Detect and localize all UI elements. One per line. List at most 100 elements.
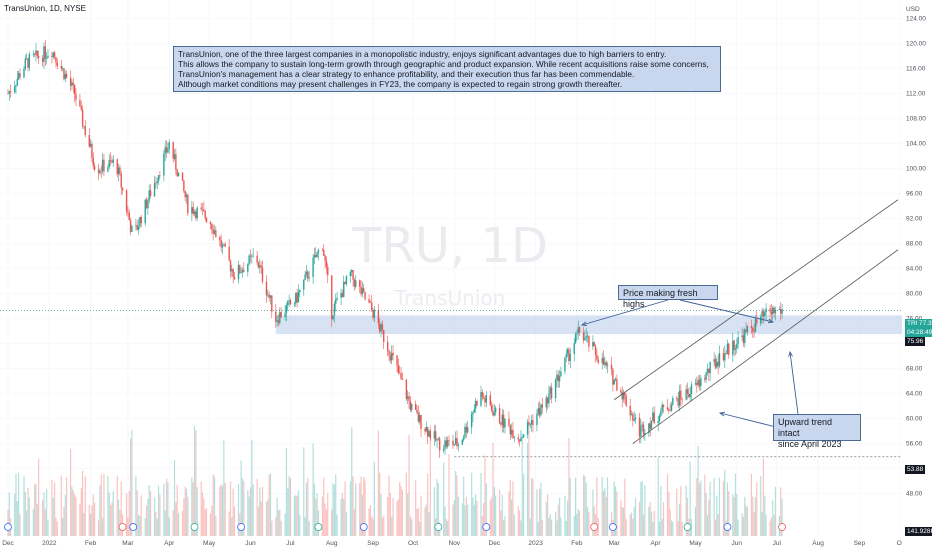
volume-bar — [224, 482, 226, 536]
candle-body — [672, 397, 674, 405]
candle-body — [470, 414, 473, 428]
countdown-tag: 04:28:49 — [905, 328, 932, 337]
candle-body — [728, 343, 730, 355]
volume-bar — [709, 481, 711, 536]
candle-body — [201, 209, 204, 210]
candle-body — [109, 159, 112, 161]
event-marker — [4, 523, 12, 531]
volume-bar — [649, 502, 651, 536]
volume-bar — [517, 506, 519, 536]
volume-bar — [744, 496, 746, 536]
candle-body — [157, 175, 160, 182]
candle-body — [221, 244, 224, 248]
volume-bar — [708, 500, 710, 536]
volume-bar — [537, 521, 539, 536]
candle-body — [444, 440, 446, 449]
volume-bar — [620, 500, 622, 536]
volume-bar — [765, 514, 767, 536]
candle-body — [648, 423, 650, 433]
candle-body — [289, 300, 292, 305]
volume-bar — [662, 502, 665, 536]
volume-bar — [379, 472, 381, 536]
volume-bar — [243, 480, 245, 536]
volume-bar — [532, 478, 534, 536]
volume-bar — [163, 483, 165, 536]
volume-bar — [88, 504, 90, 536]
candle-body — [183, 180, 185, 191]
candle-body — [706, 368, 709, 373]
candle-body — [641, 424, 643, 426]
volume-bar — [56, 521, 58, 536]
volume-bar — [101, 517, 104, 536]
candle-body — [680, 390, 682, 400]
candle-body — [129, 220, 132, 232]
y-tick-label: 96.00 — [906, 191, 923, 198]
candle-body — [597, 359, 599, 363]
candle-body — [722, 353, 725, 361]
candle-body — [557, 374, 559, 382]
candle-body — [149, 190, 152, 197]
candle-body — [249, 255, 252, 257]
callout-trend-line-1: Upward trend intact — [778, 417, 833, 438]
candle-body — [573, 343, 575, 354]
candle-body — [387, 342, 389, 352]
candle-body — [71, 82, 73, 86]
candle-body — [605, 362, 607, 366]
candle-body — [778, 309, 781, 310]
x-tick-label: Jun — [732, 540, 743, 547]
candle-body — [560, 371, 562, 377]
candle-body — [167, 148, 169, 153]
candle-body — [24, 58, 27, 69]
candle-body — [392, 352, 394, 356]
candle-body — [27, 58, 29, 68]
candle-body — [588, 335, 590, 347]
volume-bar — [625, 519, 627, 536]
candle-body — [765, 308, 767, 313]
candle-body — [147, 200, 149, 209]
volume-bar — [706, 515, 709, 536]
candle-body — [518, 439, 521, 442]
candle-body — [383, 330, 385, 343]
candle-body — [409, 401, 412, 410]
volume-bar — [463, 476, 465, 536]
candle-body — [279, 312, 281, 323]
candle-body — [303, 280, 305, 290]
volume-bar — [74, 494, 76, 536]
candle-body — [23, 68, 25, 78]
candle-body — [196, 207, 198, 219]
volume-bar — [582, 475, 585, 536]
volume-bar — [284, 513, 286, 536]
volume-bar — [742, 516, 745, 536]
x-tick-label: Jul — [286, 540, 295, 547]
volume-bar — [399, 481, 401, 536]
candle-body — [638, 417, 641, 437]
volume-bar — [512, 481, 514, 536]
candle-body — [625, 395, 627, 406]
candle-body — [308, 277, 310, 279]
volume-bar — [257, 507, 260, 536]
note-line-1: TransUnion, one of the three largest com… — [178, 49, 667, 59]
candle-body — [770, 311, 773, 315]
candle-body — [585, 336, 587, 338]
volume-bar — [279, 509, 281, 536]
candle-body — [717, 361, 719, 367]
candle-body — [550, 387, 553, 399]
volume-bar — [7, 509, 9, 536]
volume-bar — [223, 440, 225, 536]
volume-bar — [335, 474, 337, 536]
candle-body — [436, 439, 438, 441]
volume-bar — [128, 491, 130, 536]
candle-body — [632, 413, 634, 421]
volume-bar — [745, 505, 747, 536]
volume-bar — [666, 474, 669, 536]
candle-body — [741, 335, 743, 338]
volume-bar — [156, 518, 158, 536]
candle-body — [80, 106, 82, 110]
candle-body — [400, 372, 402, 379]
candle-body — [465, 426, 468, 433]
volume-bar — [83, 512, 85, 536]
candle-body — [526, 422, 529, 435]
candle-body — [128, 212, 130, 221]
volume-bar — [249, 487, 252, 536]
candle-body — [401, 378, 404, 380]
